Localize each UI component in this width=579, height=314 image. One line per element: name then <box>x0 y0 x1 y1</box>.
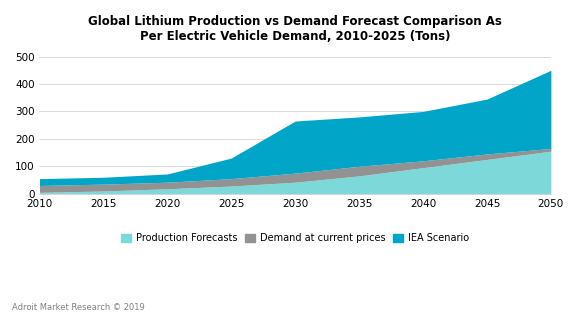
Legend: Production Forecasts, Demand at current prices, IEA Scenario: Production Forecasts, Demand at current … <box>119 230 472 246</box>
Text: Adroit Market Research © 2019: Adroit Market Research © 2019 <box>12 303 144 312</box>
Title: Global Lithium Production vs Demand Forecast Comparison As
Per Electric Vehicle : Global Lithium Production vs Demand Fore… <box>88 15 502 43</box>
